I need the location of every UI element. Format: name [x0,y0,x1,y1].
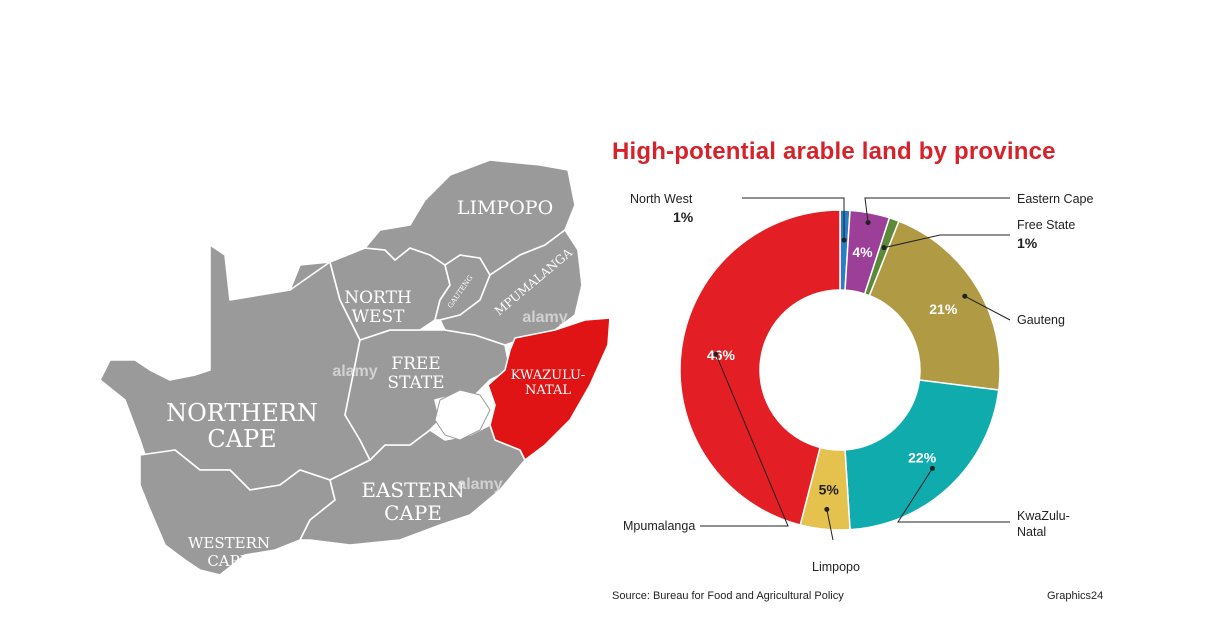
map-label-eastern-cape-1: EASTERN [361,478,464,502]
map-label-north-west-2: WEST [352,307,406,327]
map-label-northern-cape-1: NORTHERN [166,399,318,427]
label-free-state-pct: 1% [1017,235,1038,251]
map-label-north-west-1: NORTH [344,288,411,308]
province-kwazulu-natal [487,317,611,461]
province-northern-cape [99,244,371,491]
chart-source: Source: Bureau for Food and Agricultural… [612,590,844,602]
value-label-eastern-cape: 4% [852,244,873,260]
watermark: alamy [332,363,377,380]
south-africa-map: LIMPOPO NORTH WEST GAUTENG MPUMALANGA FR… [99,159,611,576]
leader-dot [929,465,935,471]
label-kzn-2: Natal [1017,525,1047,539]
map-label-eastern-cape-2: CAPE [384,501,442,525]
label-limpopo: Limpopo [812,560,860,574]
leader-dot [962,293,968,299]
map-label-northern-cape-2: CAPE [207,425,276,453]
value-label-limpopo: 5% [819,481,840,497]
label-kzn-1: KwaZulu- [1017,509,1070,523]
leader-line [826,509,834,540]
leader-dot [713,351,719,357]
leader-line [700,354,789,527]
map-label-kzn-2: NATAL [525,383,571,398]
watermark: alamy [522,309,567,326]
donut-chart: 4% 21% 22% 5% 46% [679,197,1011,540]
label-gauteng: Gauteng [1017,313,1065,327]
lesotho [434,389,491,441]
leader-dot [865,220,871,226]
map-label-free-state-2: STATE [387,373,444,393]
chart-credit: Graphics24 [1047,590,1104,602]
value-label-gauteng: 21% [929,301,958,317]
value-label-mpumalanga: 46% [707,347,736,363]
leader-line [742,197,845,241]
watermark: alamy [457,476,502,493]
label-mpumalanga: Mpumalanga [623,519,696,533]
leader-line [883,234,1010,249]
map-label-limpopo: LIMPOPO [457,197,553,219]
leader-dot [824,506,830,512]
map-label-western-cape-1: WESTERN [188,534,270,552]
label-north-west: North West [630,192,693,206]
slice-mpumalanga [679,209,841,526]
label-north-west-pct: 1% [673,209,694,225]
label-eastern-cape: Eastern Cape [1017,192,1094,206]
value-label-kwazulu-natal: 22% [908,449,937,465]
leader-dot [841,237,847,243]
slice-kwazulu-natal [844,379,1000,531]
leader-line [864,197,1010,223]
slice-gauteng [868,220,1001,391]
map-label-free-state-1: FREE [391,354,440,374]
label-free-state: Free State [1017,218,1076,232]
map-label-western-cape-2: CAPE [207,552,250,570]
chart-title: High-potential arable land by province [612,138,1056,165]
leader-line [897,468,1010,523]
leader-dot [881,245,887,251]
leader-line [964,295,1011,321]
map-label-kzn-1: KWAZULU- [511,368,585,383]
